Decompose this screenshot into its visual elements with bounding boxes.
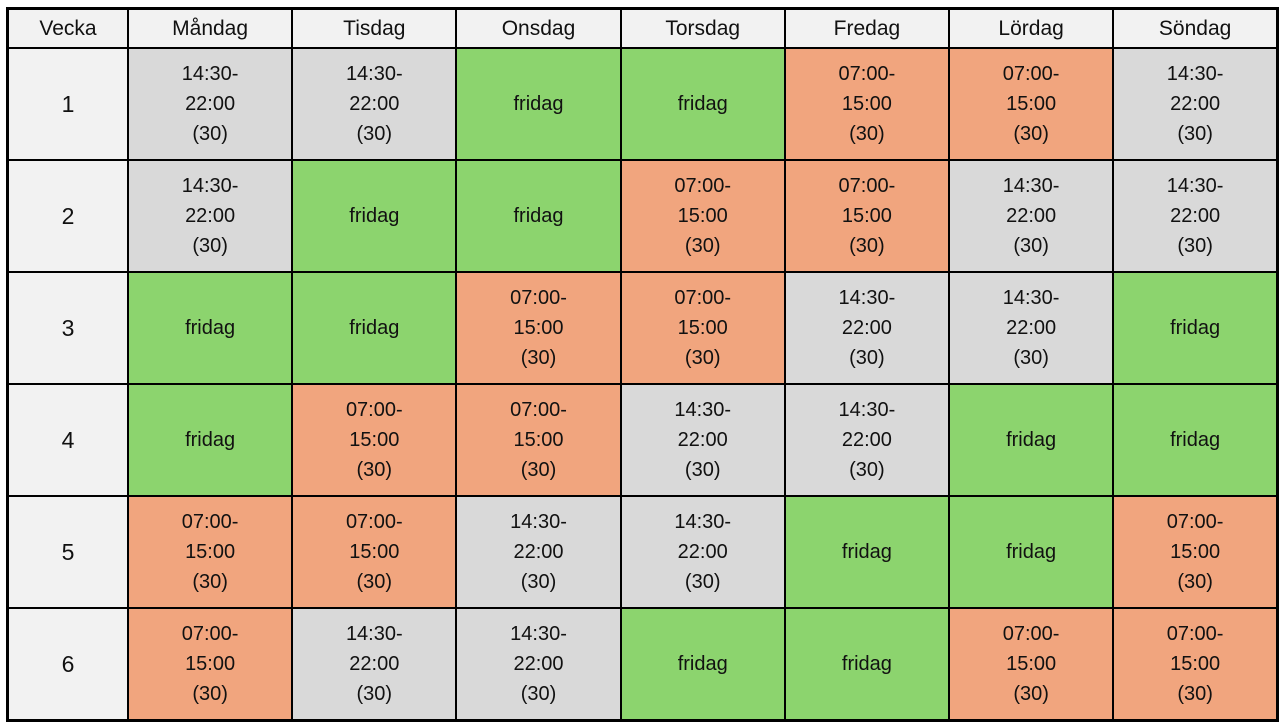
shift-cell-day-off: fridag bbox=[1112, 271, 1279, 385]
shift-cell-late-shift: 14:30- 22:00 (30) bbox=[619, 495, 786, 609]
shift-cell-early-shift: 07:00- 15:00 (30) bbox=[126, 607, 294, 722]
day-column-header: Måndag bbox=[126, 7, 294, 49]
shift-cell-day-off: fridag bbox=[619, 47, 786, 161]
week-row: 1 14:30- 22:00 (30) 14:30- 22:00 (30) frida… bbox=[6, 47, 1279, 161]
header-row: Vecka Måndag Tisdag Onsdag Torsdag Fredag Lörd… bbox=[6, 7, 1279, 49]
shift-cell-day-off: fridag bbox=[948, 383, 1115, 497]
shift-cell-late-shift: 14:30- 22:00 (30) bbox=[126, 159, 294, 273]
shift-cell-early-shift: 07:00- 15:00 (30) bbox=[455, 271, 622, 385]
shift-cell-early-shift: 07:00- 15:00 (30) bbox=[783, 159, 951, 273]
shift-cell-early-shift: 07:00- 15:00 (30) bbox=[948, 47, 1115, 161]
shift-cell-early-shift: 07:00- 15:00 (30) bbox=[291, 495, 458, 609]
schedule-header: Vecka Måndag Tisdag Onsdag Torsdag Fredag Lörd… bbox=[6, 7, 1279, 49]
shift-cell-late-shift: 14:30- 22:00 (30) bbox=[783, 271, 951, 385]
week-number-cell: 4 bbox=[6, 383, 129, 497]
shift-cell-early-shift: 07:00- 15:00 (30) bbox=[783, 47, 951, 161]
shift-cell-day-off: fridag bbox=[948, 495, 1115, 609]
shift-cell-late-shift: 14:30- 22:00 (30) bbox=[291, 47, 458, 161]
shift-cell-day-off: fridag bbox=[291, 271, 458, 385]
week-number-cell: 2 bbox=[6, 159, 129, 273]
week-row: 2 14:30- 22:00 (30) fridag fridag 07:00- 15:… bbox=[6, 159, 1279, 273]
shift-cell-day-off: fridag bbox=[126, 383, 294, 497]
shift-cell-early-shift: 07:00- 15:00 (30) bbox=[455, 383, 622, 497]
shift-cell-late-shift: 14:30- 22:00 (30) bbox=[291, 607, 458, 722]
shift-cell-late-shift: 14:30- 22:00 (30) bbox=[1112, 159, 1279, 273]
shift-cell-late-shift: 14:30- 22:00 (30) bbox=[126, 47, 294, 161]
shift-cell-day-off: fridag bbox=[126, 271, 294, 385]
day-column-header: Torsdag bbox=[619, 7, 786, 49]
shift-cell-late-shift: 14:30- 22:00 (30) bbox=[948, 159, 1115, 273]
shift-cell-day-off: fridag bbox=[455, 159, 622, 273]
week-row: 3 fridag fridag 07:00- 15:00 (30) 07:00- 15:… bbox=[6, 271, 1279, 385]
shift-cell-early-shift: 07:00- 15:00 (30) bbox=[948, 607, 1115, 722]
shift-cell-day-off: fridag bbox=[783, 495, 951, 609]
week-number-cell: 1 bbox=[6, 47, 129, 161]
week-number-cell: 6 bbox=[6, 607, 129, 722]
shift-cell-early-shift: 07:00- 15:00 (30) bbox=[1112, 607, 1279, 722]
week-row: 6 07:00- 15:00 (30) 14:30- 22:00 (30) 14:30… bbox=[6, 607, 1279, 722]
week-column-header: Vecka bbox=[6, 7, 129, 49]
shift-cell-late-shift: 14:30- 22:00 (30) bbox=[1112, 47, 1279, 161]
shift-cell-day-off: fridag bbox=[455, 47, 622, 161]
shift-cell-day-off: fridag bbox=[291, 159, 458, 273]
schedule-body: 1 14:30- 22:00 (30) 14:30- 22:00 (30) frida… bbox=[6, 47, 1279, 722]
shift-cell-early-shift: 07:00- 15:00 (30) bbox=[1112, 495, 1279, 609]
schedule-table: Vecka Måndag Tisdag Onsdag Torsdag Fredag Lörd… bbox=[6, 7, 1279, 722]
shift-cell-day-off: fridag bbox=[1112, 383, 1279, 497]
shift-cell-day-off: fridag bbox=[619, 607, 786, 722]
shift-cell-late-shift: 14:30- 22:00 (30) bbox=[783, 383, 951, 497]
schedule-table-container: Vecka Måndag Tisdag Onsdag Torsdag Fredag Lörd… bbox=[6, 7, 1279, 722]
week-number-cell: 5 bbox=[6, 495, 129, 609]
day-column-header: Lördag bbox=[948, 7, 1115, 49]
shift-cell-early-shift: 07:00- 15:00 (30) bbox=[619, 271, 786, 385]
shift-cell-day-off: fridag bbox=[783, 607, 951, 722]
day-column-header: Onsdag bbox=[455, 7, 622, 49]
shift-cell-late-shift: 14:30- 22:00 (30) bbox=[619, 383, 786, 497]
shift-cell-late-shift: 14:30- 22:00 (30) bbox=[455, 495, 622, 609]
shift-cell-early-shift: 07:00- 15:00 (30) bbox=[126, 495, 294, 609]
shift-cell-early-shift: 07:00- 15:00 (30) bbox=[291, 383, 458, 497]
day-column-header: Tisdag bbox=[291, 7, 458, 49]
shift-cell-early-shift: 07:00- 15:00 (30) bbox=[619, 159, 786, 273]
shift-cell-late-shift: 14:30- 22:00 (30) bbox=[455, 607, 622, 722]
week-row: 5 07:00- 15:00 (30) 07:00- 15:00 (30) 14:30… bbox=[6, 495, 1279, 609]
week-number-cell: 3 bbox=[6, 271, 129, 385]
week-row: 4 fridag 07:00- 15:00 (30) 07:00- 15:00 (30… bbox=[6, 383, 1279, 497]
shift-cell-late-shift: 14:30- 22:00 (30) bbox=[948, 271, 1115, 385]
day-column-header: Söndag bbox=[1112, 7, 1279, 49]
day-column-header: Fredag bbox=[783, 7, 951, 49]
